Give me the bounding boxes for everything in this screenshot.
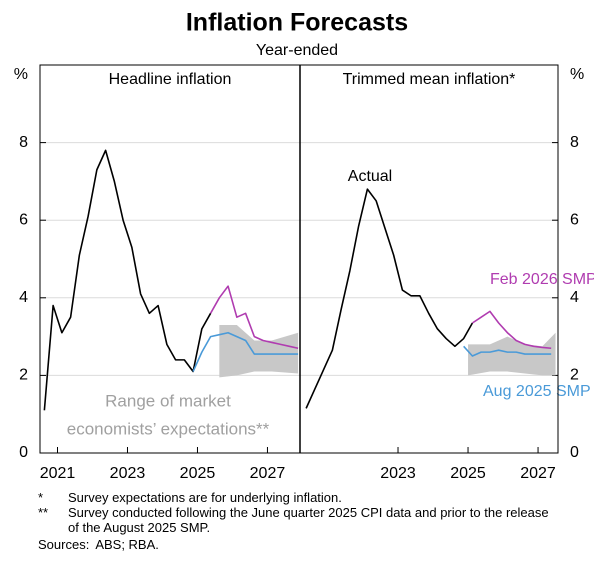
- y-axis-label: %: [570, 66, 584, 83]
- x-tick-label: 2027: [250, 465, 286, 482]
- x-tick-label: 2023: [110, 465, 146, 482]
- line-series: [209, 285, 299, 350]
- y-axis-label: %: [14, 66, 28, 83]
- band-label: Range of market: [105, 391, 231, 410]
- chart-title: Inflation Forecasts: [186, 9, 408, 37]
- panel-title: Trimmed mean inflation*: [343, 71, 516, 88]
- footnote: ** Survey conducted following the June qu…: [38, 505, 558, 535]
- chart-subtitle: Year-ended: [256, 42, 338, 59]
- sources-text: ABS; RBA.: [95, 537, 159, 552]
- line-series: [471, 310, 552, 350]
- y-tick-label: 6: [19, 211, 28, 228]
- y-tick-label: 0: [570, 444, 579, 461]
- line-series: [305, 188, 474, 409]
- series-label: Aug 2025 SMP: [483, 383, 591, 400]
- footnote-text: Survey expectations are for underlying i…: [68, 490, 342, 505]
- footnote: * Survey expectations are for underlying …: [38, 490, 558, 505]
- sources-label: Sources:: [38, 537, 90, 552]
- y-tick-label: 4: [19, 289, 28, 306]
- panel-title: Headline inflation: [109, 71, 232, 88]
- x-tick-label: 2027: [520, 465, 556, 482]
- band-label: economists’ expectations**: [67, 419, 270, 438]
- x-tick-label: 2025: [180, 465, 216, 482]
- y-tick-label: 8: [19, 134, 28, 151]
- series-label: Actual: [348, 168, 392, 185]
- range-band: [468, 332, 556, 376]
- line-series: [43, 149, 212, 411]
- y-tick-label: 2: [570, 367, 579, 384]
- y-tick-label: 6: [570, 211, 579, 228]
- footnote-text: Survey conducted following the June quar…: [68, 505, 549, 535]
- x-tick-label: 2025: [450, 465, 486, 482]
- y-tick-label: 4: [570, 289, 579, 306]
- range-band: [219, 324, 299, 378]
- x-tick-label: 2021: [40, 465, 76, 482]
- line-series: [192, 331, 299, 372]
- chart: Inflation Forecasts Year-ended 02468%202…: [14, 9, 594, 483]
- footnote-marker: *: [38, 490, 44, 505]
- y-tick-label: 8: [570, 134, 579, 151]
- sources: Sources: ABS; RBA.: [38, 537, 558, 552]
- footnote-marker: **: [38, 505, 49, 520]
- line-series: [463, 345, 552, 357]
- x-tick-label: 2023: [380, 465, 416, 482]
- y-tick-label: 0: [19, 444, 28, 461]
- plot-frame: [39, 64, 559, 454]
- y-tick-label: 2: [19, 367, 28, 384]
- footnotes: * Survey expectations are for underlying …: [38, 490, 558, 552]
- series-label: Feb 2026 SMP: [490, 271, 594, 288]
